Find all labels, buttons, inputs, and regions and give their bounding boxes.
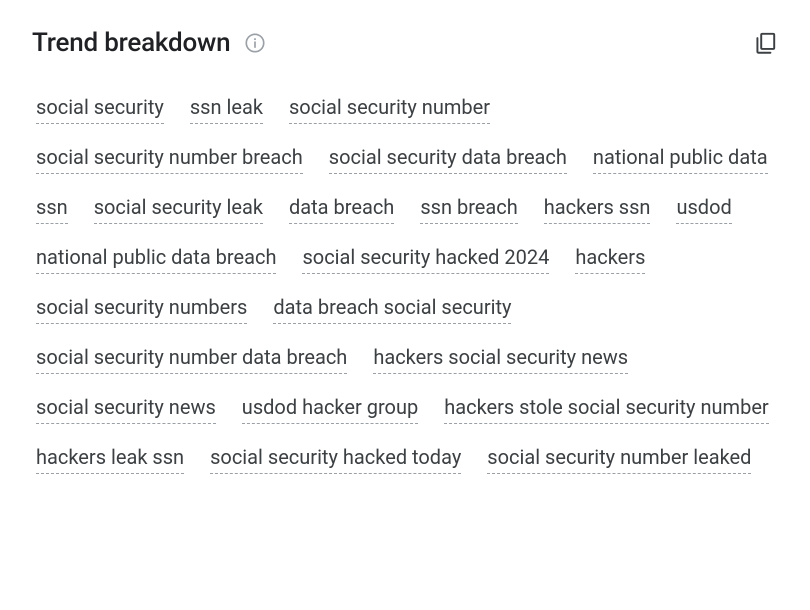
trend-tag[interactable]: social security number breach (36, 144, 303, 174)
trend-tag[interactable]: social security news (36, 394, 216, 424)
tags-container: social security ssn leak social security n… (32, 94, 778, 474)
trend-tag[interactable]: social security data breach (329, 144, 567, 174)
trend-tag[interactable]: social security number data breach (36, 344, 347, 374)
trend-tag[interactable]: social security number leaked (487, 444, 751, 474)
trend-tag[interactable]: social security hacked today (210, 444, 461, 474)
trend-tag[interactable]: social security (36, 94, 164, 124)
trend-tag[interactable]: data breach social security (273, 294, 511, 324)
trend-tag[interactable]: data breach (289, 194, 394, 224)
copy-icon[interactable] (752, 30, 778, 56)
trend-tag[interactable]: social security numbers (36, 294, 247, 324)
trend-tag[interactable]: usdod hacker group (242, 394, 418, 424)
trend-tag[interactable]: hackers (575, 244, 645, 274)
info-icon[interactable] (244, 32, 266, 54)
trend-tag[interactable]: ssn (36, 194, 68, 224)
page-title: Trend breakdown (32, 28, 230, 58)
trend-tag[interactable]: hackers stole social security number (444, 394, 769, 424)
trend-tag[interactable]: usdod (676, 194, 731, 224)
trend-tag[interactable]: ssn leak (190, 94, 263, 124)
header-left: Trend breakdown (32, 28, 266, 58)
header: Trend breakdown (32, 28, 778, 58)
trend-tag[interactable]: hackers ssn (544, 194, 651, 224)
trend-tag[interactable]: hackers social security news (373, 344, 628, 374)
trend-tag[interactable]: national public data (593, 144, 768, 174)
trend-tag[interactable]: social security leak (94, 194, 263, 224)
trend-tag[interactable]: national public data breach (36, 244, 276, 274)
trend-tag[interactable]: social security number (289, 94, 490, 124)
trend-tag[interactable]: social security hacked 2024 (302, 244, 549, 274)
trend-tag[interactable]: hackers leak ssn (36, 444, 184, 474)
trend-tag[interactable]: ssn breach (420, 194, 517, 224)
